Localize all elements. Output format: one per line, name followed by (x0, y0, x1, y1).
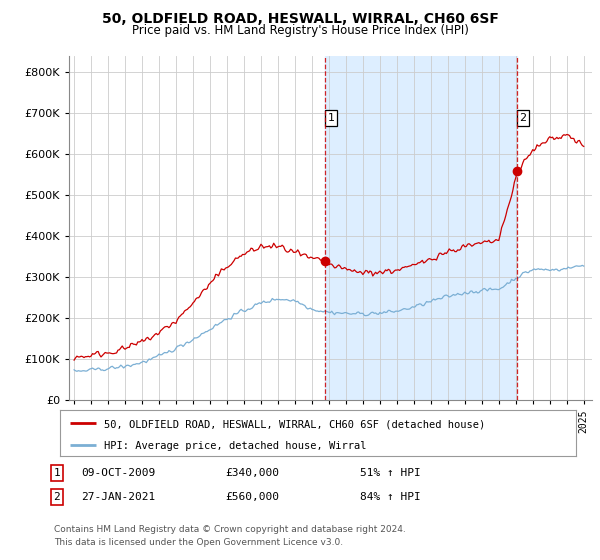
Bar (325, 56, 517, 400)
Text: 2: 2 (520, 113, 527, 123)
Text: £560,000: £560,000 (225, 492, 279, 502)
Text: Contains HM Land Registry data © Crown copyright and database right 2024.: Contains HM Land Registry data © Crown c… (54, 525, 406, 534)
Text: Price paid vs. HM Land Registry's House Price Index (HPI): Price paid vs. HM Land Registry's House … (131, 24, 469, 36)
Text: 51% ↑ HPI: 51% ↑ HPI (360, 468, 421, 478)
Text: 84% ↑ HPI: 84% ↑ HPI (360, 492, 421, 502)
Text: 09-OCT-2009: 09-OCT-2009 (81, 468, 155, 478)
Text: £340,000: £340,000 (225, 468, 279, 478)
Text: 1: 1 (328, 113, 335, 123)
Text: This data is licensed under the Open Government Licence v3.0.: This data is licensed under the Open Gov… (54, 538, 343, 547)
Text: 50, OLDFIELD ROAD, HESWALL, WIRRAL, CH60 6SF (detached house): 50, OLDFIELD ROAD, HESWALL, WIRRAL, CH60… (104, 419, 485, 430)
Text: 1: 1 (53, 468, 61, 478)
Text: 2: 2 (53, 492, 61, 502)
Text: 27-JAN-2021: 27-JAN-2021 (81, 492, 155, 502)
Text: 50, OLDFIELD ROAD, HESWALL, WIRRAL, CH60 6SF: 50, OLDFIELD ROAD, HESWALL, WIRRAL, CH60… (101, 12, 499, 26)
Text: HPI: Average price, detached house, Wirral: HPI: Average price, detached house, Wirr… (104, 441, 367, 451)
